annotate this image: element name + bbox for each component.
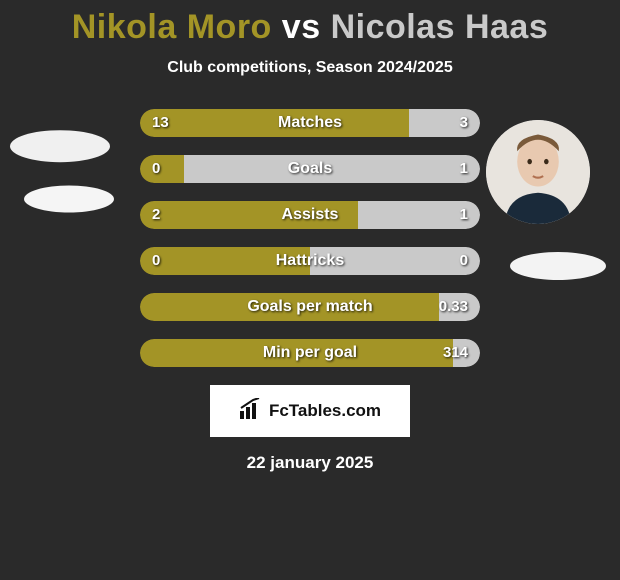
stat-value-player2: 314: [443, 339, 468, 367]
stat-label: Min per goal: [140, 339, 480, 367]
player2-name: Nicolas Haas: [331, 8, 549, 46]
stat-value-player1: 13: [152, 109, 169, 137]
stat-bar-row: Goals per match0.33: [140, 293, 480, 321]
player2-avatar-shadow: [510, 252, 606, 280]
stat-value-player2: 0.33: [439, 293, 468, 321]
player1-avatar: [10, 130, 110, 162]
stat-label: Goals per match: [140, 293, 480, 321]
snapshot-date: 22 january 2025: [0, 453, 620, 473]
stat-value-player2: 0: [460, 247, 468, 275]
stat-label: Matches: [140, 109, 480, 137]
stat-value-player2: 1: [460, 201, 468, 229]
stats-bar-chart: Matches133Goals01Assists21Hattricks00Goa…: [140, 109, 480, 367]
stat-value-player1: 0: [152, 155, 160, 183]
brand-badge: FcTables.com: [210, 385, 410, 437]
season-subtitle: Club competitions, Season 2024/2025: [0, 59, 620, 77]
stat-value-player2: 3: [460, 109, 468, 137]
stat-value-player2: 1: [460, 155, 468, 183]
stat-bar-row: Goals0 1: [140, 155, 480, 183]
chart-icon: [239, 398, 263, 425]
player1-avatar-shadow: [24, 186, 114, 213]
stat-bar-row: Matches13 3: [140, 109, 480, 137]
stat-bar-row: Min per goal314: [140, 339, 480, 367]
stat-bar-row: Hattricks0 0: [140, 247, 480, 275]
stat-bar-row: Assists2 1: [140, 201, 480, 229]
stat-label: Assists: [140, 201, 480, 229]
player1-name: Nikola Moro: [72, 8, 272, 46]
brand-text: FcTables.com: [269, 401, 381, 421]
stat-value-player1: 2: [152, 201, 160, 229]
player2-avatar: [486, 120, 590, 224]
stat-label: Goals: [140, 155, 480, 183]
comparison-title: Nikola Moro vs Nicolas Haas: [0, 0, 620, 47]
stat-label: Hattricks: [140, 247, 480, 275]
vs-text: vs: [282, 8, 321, 46]
stat-value-player1: 0: [152, 247, 160, 275]
